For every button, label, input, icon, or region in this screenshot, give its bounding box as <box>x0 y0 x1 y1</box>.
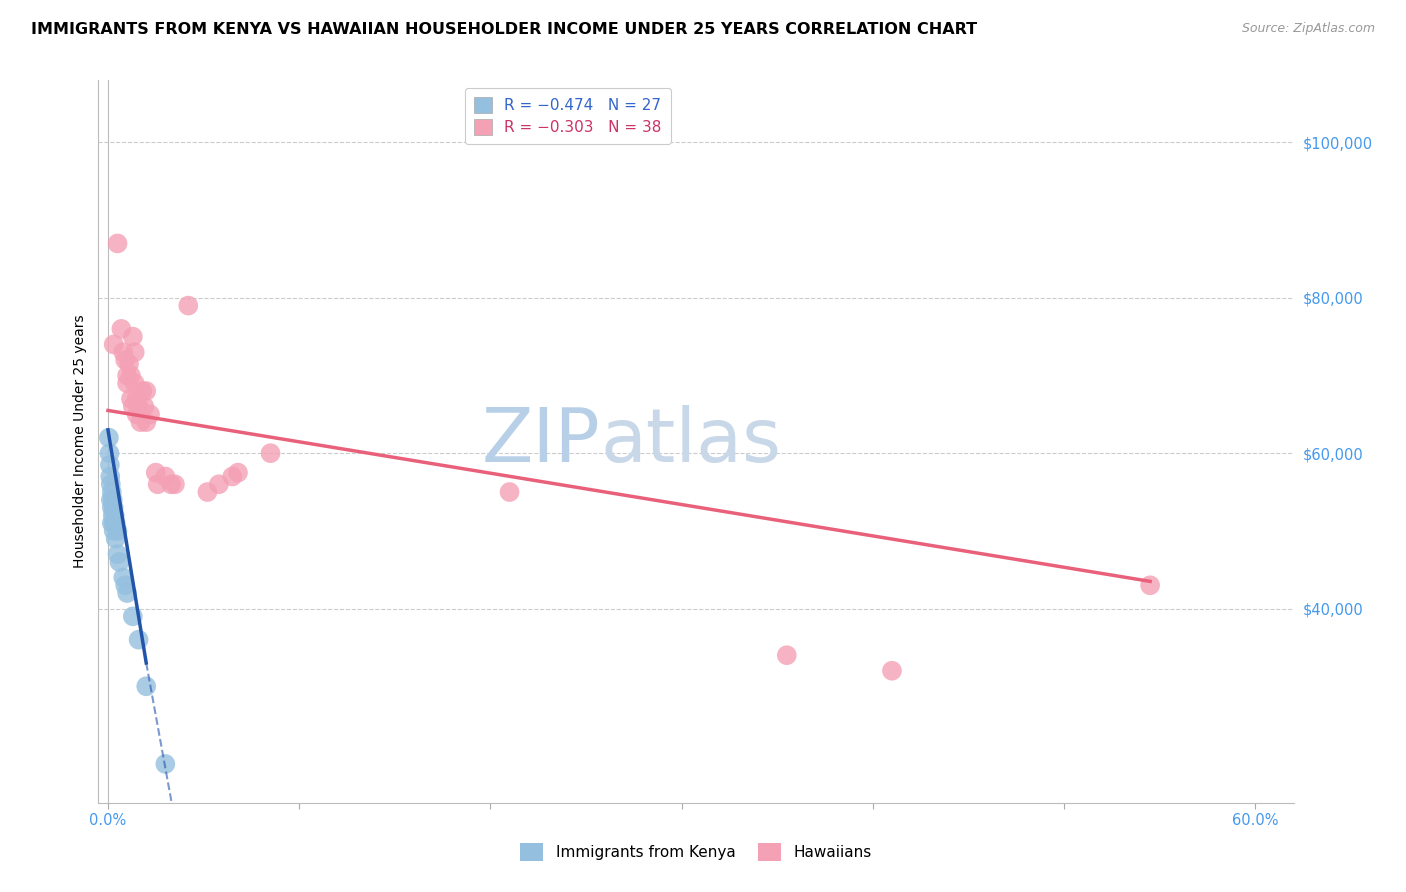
Point <box>129 415 152 429</box>
Legend: Immigrants from Kenya, Hawaiians: Immigrants from Kenya, Hawaiians <box>515 837 877 867</box>
Point <box>221 469 243 483</box>
Point <box>107 547 129 561</box>
Point <box>145 466 167 480</box>
Point <box>103 516 125 530</box>
Text: atlas: atlas <box>600 405 782 478</box>
Point <box>101 516 124 530</box>
Point <box>98 446 121 460</box>
Point <box>112 345 135 359</box>
Point <box>104 516 127 530</box>
Point <box>120 392 142 406</box>
Point <box>155 469 177 483</box>
Point <box>128 400 150 414</box>
Point <box>880 664 903 678</box>
Point <box>135 415 157 429</box>
Point <box>98 469 121 483</box>
Point <box>139 408 162 422</box>
Point <box>110 322 132 336</box>
Point <box>163 477 186 491</box>
Text: Source: ZipAtlas.com: Source: ZipAtlas.com <box>1241 22 1375 36</box>
Point <box>107 524 129 538</box>
Point <box>101 485 124 500</box>
Point <box>498 485 520 500</box>
Point <box>128 632 150 647</box>
Point <box>160 477 183 491</box>
Point <box>101 492 124 507</box>
Point <box>226 466 249 480</box>
Point <box>125 392 148 406</box>
Text: IMMIGRANTS FROM KENYA VS HAWAIIAN HOUSEHOLDER INCOME UNDER 25 YEARS CORRELATION : IMMIGRANTS FROM KENYA VS HAWAIIAN HOUSEH… <box>31 22 977 37</box>
Point <box>115 586 138 600</box>
Point <box>103 524 125 538</box>
Y-axis label: Householder Income Under 25 years: Householder Income Under 25 years <box>73 315 87 568</box>
Point <box>146 477 169 491</box>
Point <box>115 376 138 391</box>
Point <box>197 485 219 500</box>
Point <box>131 384 153 398</box>
Point <box>115 368 138 383</box>
Point <box>118 357 141 371</box>
Point <box>100 492 122 507</box>
Point <box>259 446 281 460</box>
Point <box>121 329 143 343</box>
Point <box>120 368 142 383</box>
Point <box>108 555 131 569</box>
Point <box>121 400 143 414</box>
Point <box>125 408 148 422</box>
Point <box>101 500 124 515</box>
Point <box>97 431 120 445</box>
Point <box>121 609 143 624</box>
Point <box>104 508 127 523</box>
Point <box>1139 578 1161 592</box>
Point <box>155 756 177 771</box>
Point <box>124 345 146 359</box>
Point <box>124 376 146 391</box>
Point <box>134 400 156 414</box>
Point <box>776 648 799 663</box>
Point <box>135 679 157 693</box>
Point <box>103 500 125 515</box>
Point <box>135 384 157 398</box>
Point <box>114 353 136 368</box>
Point <box>112 570 135 584</box>
Point <box>107 236 129 251</box>
Point <box>104 532 127 546</box>
Point <box>103 337 125 351</box>
Point <box>208 477 231 491</box>
Point <box>101 508 124 523</box>
Point <box>100 477 122 491</box>
Point <box>114 578 136 592</box>
Point <box>98 458 121 472</box>
Point <box>177 299 200 313</box>
Text: ZIP: ZIP <box>482 405 600 478</box>
